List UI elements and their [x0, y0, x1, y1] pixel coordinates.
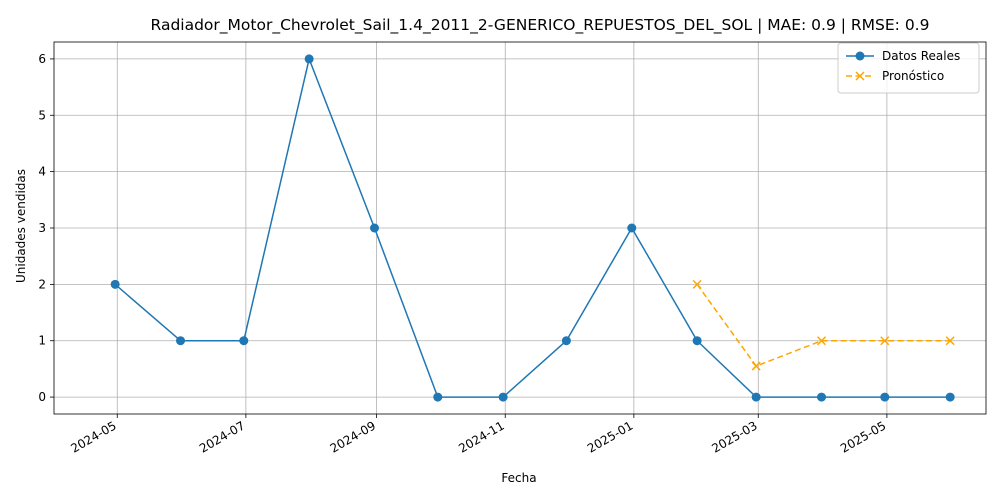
y-axis-label: Unidades vendidas	[14, 169, 28, 283]
data-point	[880, 336, 890, 346]
legend-label: Pronóstico	[882, 69, 944, 83]
data-point	[751, 361, 761, 371]
chart-title: Radiador_Motor_Chevrolet_Sail_1.4_2011_2…	[151, 16, 930, 35]
data-point	[751, 392, 761, 402]
x-axis-label: Fecha	[501, 471, 536, 485]
data-point	[239, 336, 249, 346]
y-tick-label: 3	[38, 221, 46, 235]
legend: Datos Reales Pronóstico	[837, 42, 980, 94]
data-point	[110, 279, 120, 289]
y-tick-label: 5	[38, 108, 46, 122]
x-tick-label: 2025-03	[709, 418, 759, 455]
legend-entry: Datos Reales	[846, 49, 960, 63]
y-tick-label: 2	[38, 277, 46, 291]
x-tick-label: 2025-01	[585, 418, 635, 455]
y-tick-label: 6	[38, 52, 46, 66]
axis-ticks: 0 1 2 3 4 5 6 2024-05 2024-07 2024-09 2024-11 2025-…	[38, 52, 888, 456]
data-point	[433, 392, 443, 402]
legend-marker	[855, 51, 865, 61]
y-tick-label: 0	[38, 390, 46, 404]
legend-entry: Pronóstico	[846, 69, 944, 83]
data-point	[176, 336, 186, 346]
series-line	[696, 283, 951, 367]
data-point	[945, 336, 955, 346]
x-tick-label: 2024-05	[68, 418, 118, 455]
y-tick-label: 4	[38, 165, 46, 179]
x-tick-label: 2024-07	[197, 418, 247, 455]
data-point	[816, 336, 827, 346]
data-point	[370, 223, 380, 233]
x-tick-label: 2024-09	[328, 418, 378, 455]
legend-label: Datos Reales	[882, 49, 960, 63]
series-layer	[110, 54, 955, 402]
data-point	[561, 336, 571, 346]
x-tick-label: 2025-05	[838, 418, 888, 455]
data-point	[304, 54, 314, 64]
series-line	[114, 58, 951, 398]
data-point	[627, 223, 637, 233]
y-tick-label: 1	[38, 334, 46, 348]
data-point	[817, 392, 827, 402]
data-point	[945, 392, 955, 402]
x-tick-label: 2024-11	[456, 418, 506, 455]
data-point	[692, 336, 702, 346]
data-point	[498, 392, 508, 402]
legend-marker	[855, 71, 865, 81]
grid	[54, 42, 986, 414]
data-point	[880, 392, 890, 402]
data-point	[692, 279, 702, 289]
